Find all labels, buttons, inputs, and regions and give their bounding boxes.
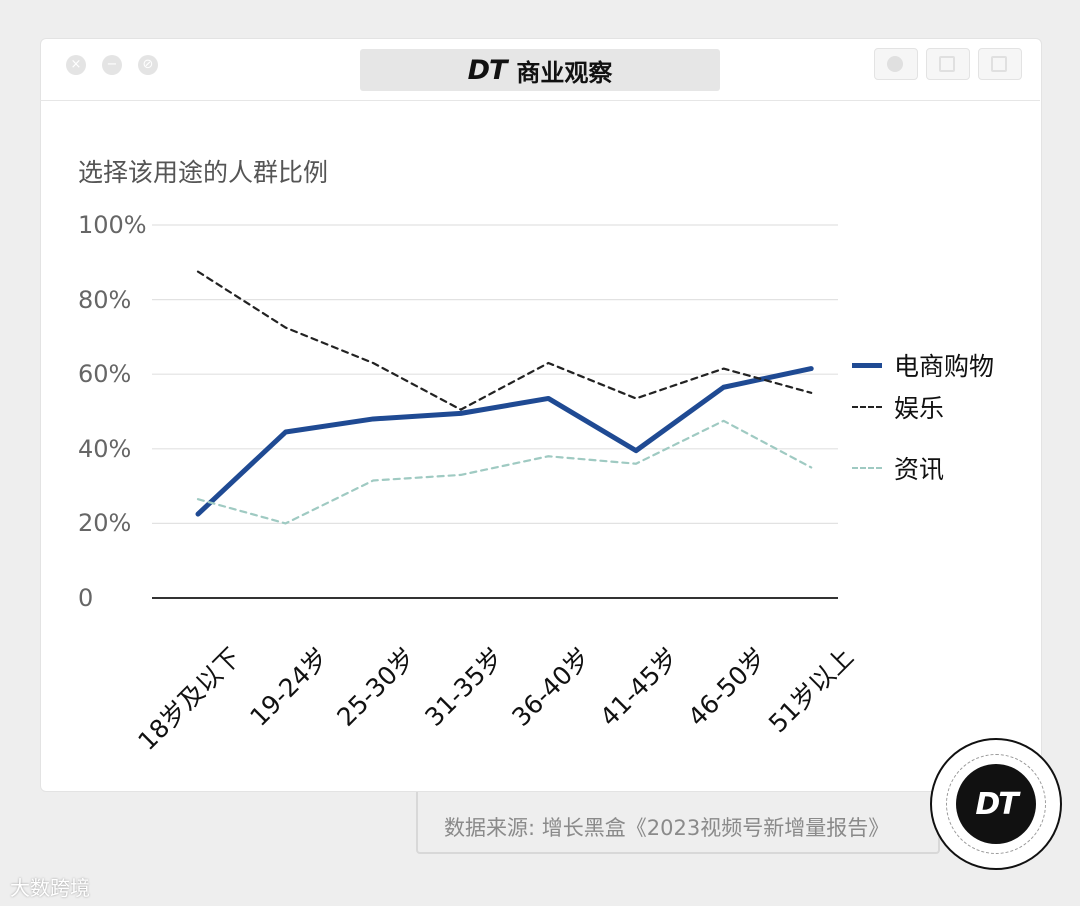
data-source: 数据来源: 增长黑盒《2023视频号新增量报告》 <box>444 816 890 840</box>
legend-label: 电商购物 <box>894 352 995 381</box>
y-tick-label: 80% <box>78 285 132 314</box>
window-title: DT 商业观察 <box>360 49 720 91</box>
legend-label: 资讯 <box>894 455 945 484</box>
windows-icon[interactable] <box>978 48 1022 80</box>
home-icon[interactable] <box>926 48 970 80</box>
legend-item: 娱乐 <box>852 389 944 425</box>
dt-badge: DT <box>930 738 1062 870</box>
legend-swatch <box>852 406 882 408</box>
window-title-text: 商业观察 <box>516 58 613 87</box>
chart-card <box>40 38 1042 792</box>
legend-item: 资讯 <box>852 450 944 486</box>
y-tick-label: 100% <box>78 211 147 239</box>
window-title-bar <box>40 38 1040 101</box>
minimize-icon[interactable]: − <box>102 55 122 75</box>
dt-logo: DT <box>467 54 508 86</box>
y-tick-label: 0 <box>78 584 94 612</box>
record-icon[interactable] <box>874 48 918 80</box>
series-line-0 <box>195 366 814 517</box>
y-tick-label: 40% <box>78 434 132 463</box>
legend-swatch <box>852 467 882 469</box>
dt-badge-logo: DT <box>956 764 1036 844</box>
series-line-1 <box>196 270 813 411</box>
y-tick-label: 60% <box>78 360 132 389</box>
legend-item: 电商购物 <box>852 347 994 383</box>
y-axis-label: 选择该用途的人群比例 <box>78 158 329 187</box>
watermark: 大数跨境 <box>10 876 90 900</box>
y-tick-label: 20% <box>78 509 132 538</box>
series-line-2 <box>196 419 813 525</box>
close-icon[interactable]: × <box>66 55 86 75</box>
legend-swatch <box>852 362 882 368</box>
block-icon[interactable]: ⊘ <box>138 55 158 75</box>
legend-label: 娱乐 <box>894 394 945 423</box>
